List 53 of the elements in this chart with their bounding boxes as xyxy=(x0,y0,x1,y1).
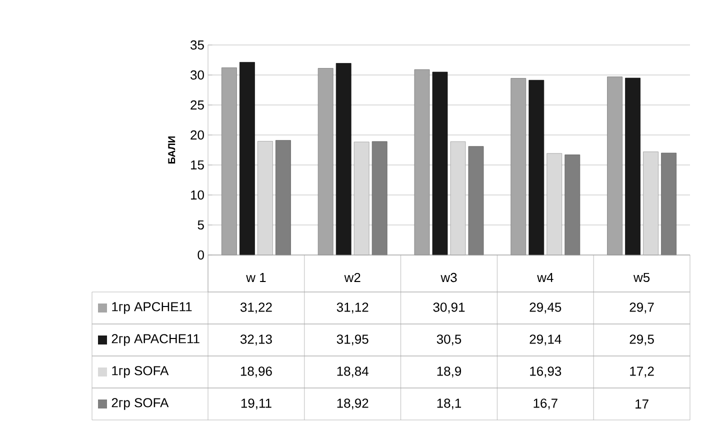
bar xyxy=(276,140,291,256)
data-label: 17,2 xyxy=(630,366,654,378)
data-label: 32,13 xyxy=(240,334,272,346)
data-label: 29,45 xyxy=(530,302,562,314)
data-label: 29,7 xyxy=(630,302,654,314)
bar xyxy=(528,80,544,256)
bar xyxy=(432,72,448,256)
bar xyxy=(546,153,562,256)
data-label: 31,22 xyxy=(240,302,272,314)
y-tick-label: 0 xyxy=(198,250,204,260)
data-label: 16,7 xyxy=(534,398,558,410)
y-axis-title: БАЛИ xyxy=(168,136,176,164)
y-tick-label: 25 xyxy=(190,100,204,110)
data-label: 29,5 xyxy=(630,334,654,346)
data-label: 16,93 xyxy=(530,366,562,378)
bar xyxy=(240,62,255,256)
legend-label: 2гр APACHE11 xyxy=(112,334,200,346)
data-label: 30,5 xyxy=(436,334,462,346)
data-label: 19,11 xyxy=(241,398,272,410)
x-tick-label: w4 xyxy=(537,273,554,282)
data-label: 29,14 xyxy=(530,334,562,346)
data-label: 31,95 xyxy=(336,334,368,346)
bar xyxy=(643,152,658,256)
bar xyxy=(336,63,352,256)
data-label: 18,1 xyxy=(437,398,462,410)
bar xyxy=(258,141,273,256)
bar xyxy=(661,152,676,256)
data-label: 30,91 xyxy=(433,302,465,314)
x-tick-label: w2 xyxy=(344,272,360,282)
x-tick-label: w 1 xyxy=(246,273,266,282)
data-label: 18,96 xyxy=(240,366,272,378)
data-label: 18,84 xyxy=(337,366,368,378)
data-label: 18,92 xyxy=(337,398,368,410)
data-label: 17 xyxy=(636,400,648,408)
bar xyxy=(564,154,580,256)
bar xyxy=(625,78,640,256)
legend-label: 1гр APCHE11 xyxy=(112,302,192,314)
data-label: 18,9 xyxy=(437,366,462,378)
y-tick-label: 10 xyxy=(191,190,204,200)
y-tick-label: 30 xyxy=(190,70,204,80)
legend-label: 2гр SOFA xyxy=(112,398,169,410)
y-tick-label: 5 xyxy=(198,220,204,230)
legend-label: 1гр SOFA xyxy=(112,366,169,378)
y-tick-label: 35 xyxy=(190,40,204,50)
x-tick-label: w3 xyxy=(440,272,457,282)
y-tick-label: 15 xyxy=(191,160,204,170)
bar xyxy=(354,142,370,256)
y-tick-label: 20 xyxy=(190,130,204,140)
data-label: 31,12 xyxy=(336,302,368,314)
bar xyxy=(450,141,466,256)
bar xyxy=(372,141,388,256)
x-tick-label: w5 xyxy=(633,272,650,282)
bar xyxy=(468,146,484,256)
